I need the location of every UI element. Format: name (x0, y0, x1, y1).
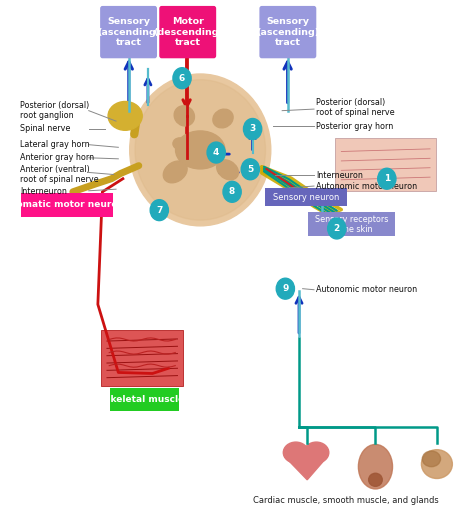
Polygon shape (284, 456, 328, 480)
Text: Lateral gray horn: Lateral gray horn (20, 140, 90, 149)
Circle shape (241, 159, 259, 180)
Text: Anterior (ventral)
root of spinal nerve: Anterior (ventral) root of spinal nerve (20, 165, 99, 184)
Ellipse shape (369, 473, 383, 486)
Text: Autonomic motor neuron: Autonomic motor neuron (316, 182, 418, 191)
Ellipse shape (130, 74, 271, 226)
FancyBboxPatch shape (100, 6, 157, 58)
Ellipse shape (174, 106, 194, 126)
Ellipse shape (283, 442, 308, 463)
Ellipse shape (135, 80, 265, 220)
Circle shape (276, 278, 294, 299)
Text: 7: 7 (156, 206, 163, 215)
Ellipse shape (217, 160, 238, 180)
Circle shape (173, 68, 191, 89)
Text: 2: 2 (334, 224, 340, 233)
Text: Posterior (dorsal)
root of spinal nerve: Posterior (dorsal) root of spinal nerve (316, 98, 395, 117)
FancyBboxPatch shape (159, 6, 216, 58)
Text: Sensory receptors
in the skin: Sensory receptors in the skin (315, 215, 388, 234)
Text: Spinal nerve: Spinal nerve (20, 124, 71, 133)
Ellipse shape (164, 161, 187, 183)
Ellipse shape (304, 442, 329, 463)
Text: Interneuron: Interneuron (316, 171, 363, 180)
FancyBboxPatch shape (101, 330, 183, 385)
Text: 5: 5 (247, 165, 254, 174)
Text: 6: 6 (179, 74, 185, 83)
Circle shape (244, 119, 262, 140)
FancyBboxPatch shape (259, 6, 316, 58)
Text: Posterior (dorsal)
root ganglion: Posterior (dorsal) root ganglion (20, 101, 90, 120)
Circle shape (378, 168, 396, 189)
FancyBboxPatch shape (265, 187, 347, 206)
Text: Cardiac muscle, smooth muscle, and glands: Cardiac muscle, smooth muscle, and gland… (253, 496, 439, 505)
Text: 3: 3 (249, 124, 255, 133)
Text: Sensory
(ascending)
tract: Sensory (ascending) tract (256, 17, 319, 47)
FancyBboxPatch shape (21, 193, 113, 217)
Text: Sensory neuron: Sensory neuron (273, 193, 339, 202)
Text: Motor
(descending)
tract: Motor (descending) tract (153, 17, 223, 47)
Circle shape (328, 218, 346, 239)
Text: Anterior gray horn: Anterior gray horn (20, 153, 95, 162)
Ellipse shape (358, 445, 392, 489)
Circle shape (223, 181, 241, 202)
Text: 1: 1 (384, 174, 390, 183)
Text: Autonomic motor neuron: Autonomic motor neuron (316, 285, 418, 294)
Text: 8: 8 (229, 187, 235, 196)
Circle shape (150, 200, 168, 220)
FancyBboxPatch shape (110, 387, 179, 411)
Text: Interneuron: Interneuron (20, 187, 67, 196)
Ellipse shape (175, 131, 225, 169)
Circle shape (207, 142, 225, 163)
FancyBboxPatch shape (336, 138, 436, 191)
Ellipse shape (421, 450, 452, 478)
Ellipse shape (173, 138, 187, 150)
Text: Sensory
(ascending)
tract: Sensory (ascending) tract (97, 17, 160, 47)
Ellipse shape (108, 101, 142, 130)
Text: Posterior gray horn: Posterior gray horn (316, 122, 393, 131)
Ellipse shape (213, 109, 233, 128)
Text: 9: 9 (282, 284, 289, 293)
Text: Skeletal muscle: Skeletal muscle (104, 395, 184, 404)
FancyBboxPatch shape (308, 212, 395, 236)
Text: 4: 4 (213, 148, 219, 157)
Ellipse shape (422, 451, 440, 467)
Text: Somatic motor neuron: Somatic motor neuron (10, 201, 124, 209)
